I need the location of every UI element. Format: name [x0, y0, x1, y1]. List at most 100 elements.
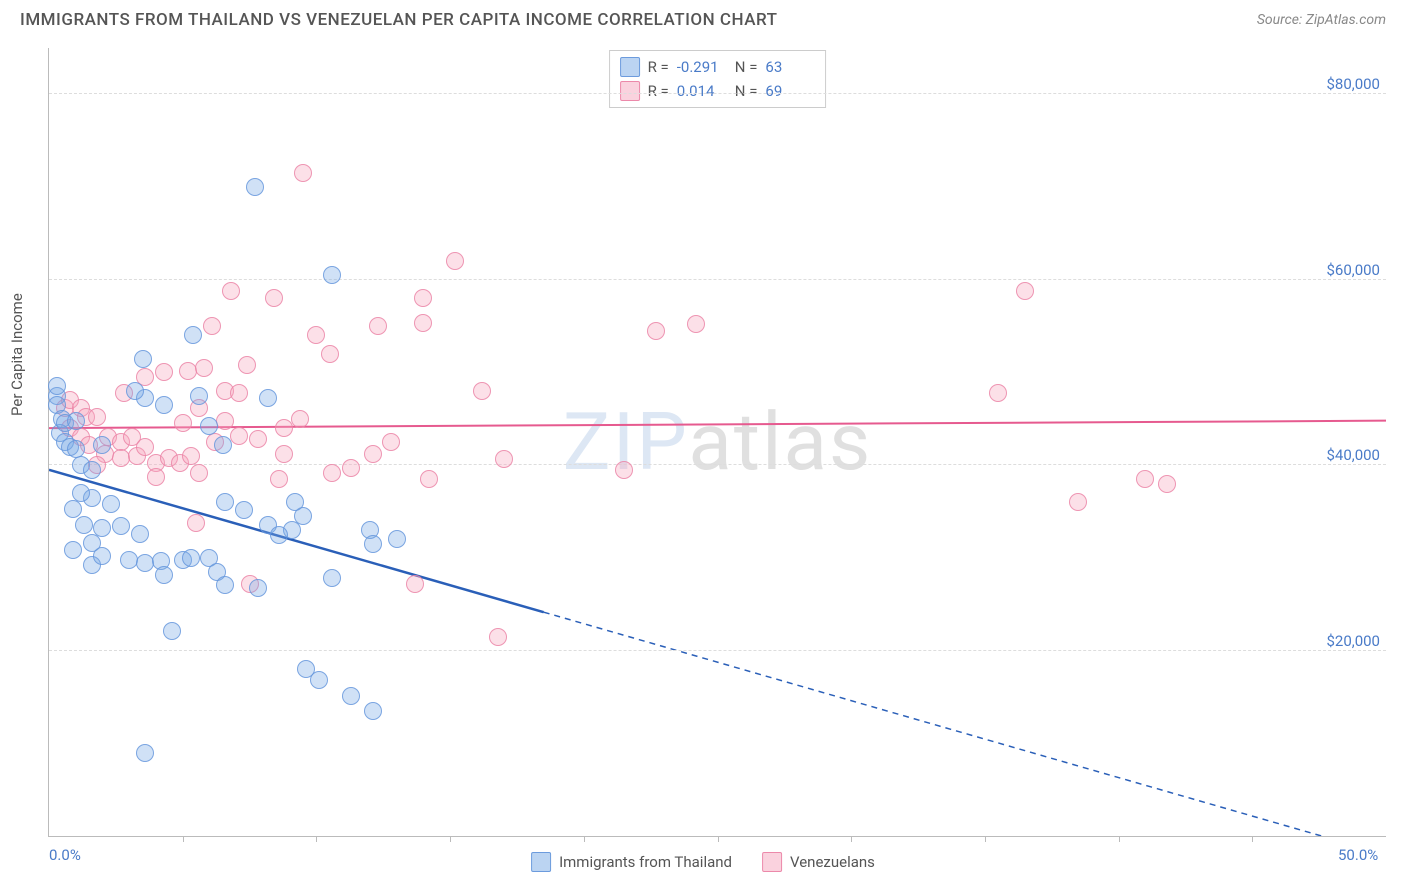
scatter-point-pink	[1158, 475, 1176, 493]
scatter-point-blue	[200, 417, 218, 435]
x-axis-label: 0.0%	[49, 846, 81, 864]
legend-item-venezuelans: Venezuelans	[762, 852, 875, 872]
scatter-point-pink	[249, 430, 267, 448]
scatter-point-blue	[388, 530, 406, 548]
trend-line	[49, 421, 1386, 428]
x-tick	[450, 836, 451, 842]
scatter-point-pink	[1016, 282, 1034, 300]
scatter-point-pink	[174, 414, 192, 432]
x-tick	[1119, 836, 1120, 842]
x-tick	[584, 836, 585, 842]
legend-n-blue: 63	[765, 55, 815, 79]
scatter-point-pink	[187, 514, 205, 532]
scatter-point-blue	[126, 382, 144, 400]
scatter-point-pink	[489, 628, 507, 646]
scatter-point-blue	[48, 377, 66, 395]
trend-line	[49, 470, 544, 612]
scatter-point-pink	[147, 468, 165, 486]
scatter-point-blue	[323, 569, 341, 587]
y-tick-label: $80,000	[1310, 75, 1380, 93]
scatter-point-pink	[321, 345, 339, 363]
gridline	[49, 464, 1386, 465]
scatter-point-blue	[259, 389, 277, 407]
scatter-point-pink	[420, 470, 438, 488]
scatter-point-pink	[182, 447, 200, 465]
scatter-point-pink	[238, 356, 256, 374]
scatter-point-pink	[294, 164, 312, 182]
scatter-point-blue	[155, 566, 173, 584]
scatter-point-pink	[687, 315, 705, 333]
scatter-point-pink	[473, 382, 491, 400]
scatter-point-pink	[265, 289, 283, 307]
scatter-point-pink	[275, 419, 293, 437]
y-axis-label: Per Capita Income	[8, 293, 26, 416]
scatter-point-blue	[286, 493, 304, 511]
swatch-pink-icon	[620, 81, 640, 101]
scatter-point-blue	[184, 326, 202, 344]
correlation-legend: R = -0.291 N = 63 R = 0.014 N = 69	[609, 50, 827, 108]
scatter-point-pink	[382, 433, 400, 451]
trend-line	[544, 612, 1386, 836]
scatter-point-blue	[323, 266, 341, 284]
scatter-point-pink	[216, 412, 234, 430]
source-text: Source: ZipAtlas.com	[1257, 12, 1386, 28]
scatter-point-pink	[136, 438, 154, 456]
scatter-point-blue	[134, 350, 152, 368]
scatter-point-pink	[222, 282, 240, 300]
y-tick-label: $20,000	[1310, 632, 1380, 650]
x-tick	[316, 836, 317, 842]
legend-n-label: N =	[735, 55, 758, 79]
scatter-point-blue	[64, 500, 82, 518]
scatter-point-pink	[88, 408, 106, 426]
scatter-point-blue	[131, 525, 149, 543]
swatch-pink-icon	[762, 852, 782, 872]
scatter-point-pink	[270, 470, 288, 488]
legend-r-pink: 0.014	[677, 79, 727, 103]
scatter-point-pink	[1136, 470, 1154, 488]
legend-label-thailand: Immigrants from Thailand	[559, 853, 732, 871]
scatter-point-blue	[155, 396, 173, 414]
scatter-point-blue	[112, 517, 130, 535]
scatter-point-blue	[190, 387, 208, 405]
x-tick	[718, 836, 719, 842]
scatter-point-blue	[310, 671, 328, 689]
scatter-point-blue	[83, 461, 101, 479]
scatter-point-blue	[364, 702, 382, 720]
scatter-point-blue	[182, 549, 200, 567]
scatter-point-blue	[214, 436, 232, 454]
scatter-point-blue	[235, 501, 253, 519]
scatter-point-blue	[75, 516, 93, 534]
legend-n-label: N =	[735, 79, 758, 103]
x-axis-label: 50.0%	[1338, 846, 1378, 864]
scatter-point-blue	[216, 576, 234, 594]
x-tick	[851, 836, 852, 842]
scatter-point-pink	[195, 359, 213, 377]
scatter-point-pink	[179, 362, 197, 380]
legend-label-venezuelans: Venezuelans	[790, 853, 875, 871]
scatter-point-pink	[406, 575, 424, 593]
scatter-point-pink	[495, 450, 513, 468]
scatter-point-pink	[230, 427, 248, 445]
scatter-point-pink	[190, 464, 208, 482]
scatter-point-blue	[136, 744, 154, 762]
scatter-point-pink	[364, 445, 382, 463]
scatter-point-blue	[249, 579, 267, 597]
x-tick	[985, 836, 986, 842]
legend-r-blue: -0.291	[677, 55, 727, 79]
scatter-point-blue	[342, 687, 360, 705]
gridline	[49, 93, 1386, 94]
x-tick	[1252, 836, 1253, 842]
legend-row-blue: R = -0.291 N = 63	[620, 55, 816, 79]
scatter-point-blue	[102, 495, 120, 513]
scatter-point-pink	[369, 317, 387, 335]
scatter-point-pink	[203, 317, 221, 335]
scatter-point-pink	[307, 326, 325, 344]
legend-r-label: R =	[648, 55, 669, 79]
scatter-point-pink	[275, 445, 293, 463]
legend-r-label: R =	[648, 79, 669, 103]
scatter-point-blue	[246, 178, 264, 196]
scatter-point-pink	[989, 384, 1007, 402]
scatter-point-blue	[270, 526, 288, 544]
gridline	[49, 279, 1386, 280]
swatch-blue-icon	[531, 852, 551, 872]
